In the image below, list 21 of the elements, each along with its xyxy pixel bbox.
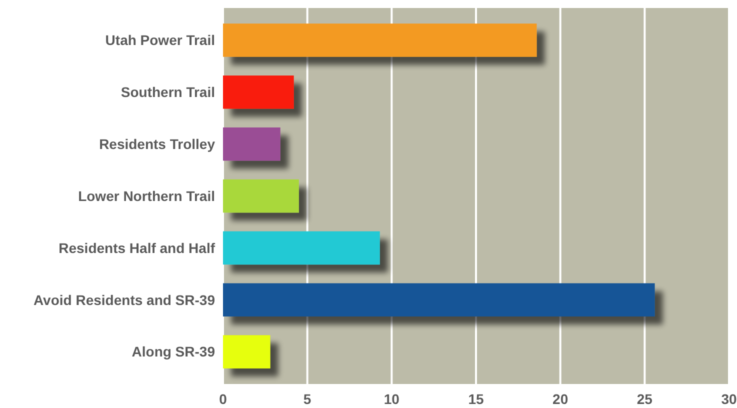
y-tick-label: Residents Half and Half: [58, 240, 216, 256]
x-tick-label: 15: [468, 391, 484, 407]
x-tick-label: 5: [303, 391, 312, 407]
bar: [223, 335, 270, 368]
x-tick-label: 25: [636, 391, 653, 407]
x-tick-label: 30: [721, 391, 737, 407]
bar: [223, 24, 537, 57]
bar: [223, 231, 380, 265]
y-tick-label: Southern Trail: [120, 84, 215, 100]
bar: [223, 283, 655, 316]
y-tick-label: Lower Northern Trail: [78, 188, 215, 204]
y-tick-label: Avoid Residents and SR-39: [33, 292, 216, 308]
y-tick-label: Utah Power Trail: [105, 32, 215, 48]
y-tick-label: Along SR-39: [132, 344, 216, 360]
x-tick-label: 20: [552, 391, 568, 407]
x-tick-label: 0: [219, 391, 228, 407]
bar: [223, 76, 294, 109]
bar: [223, 179, 299, 213]
x-tick-label: 10: [384, 391, 400, 407]
y-tick-label: Residents Trolley: [99, 136, 216, 152]
bar: [223, 127, 280, 161]
